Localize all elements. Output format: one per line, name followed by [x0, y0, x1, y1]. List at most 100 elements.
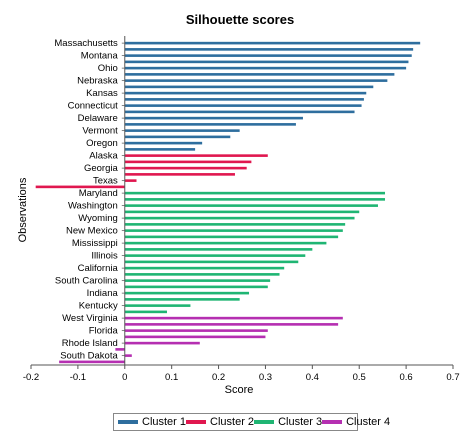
y-tick-label: New Mexico — [66, 226, 118, 237]
y-tick-label: California — [78, 263, 119, 274]
x-tick-label: 0.4 — [306, 372, 319, 383]
bar — [124, 298, 240, 301]
y-tick-label: Ohio — [98, 63, 118, 74]
bar — [124, 98, 364, 101]
bar — [124, 216, 355, 220]
bar — [124, 173, 235, 176]
bar — [124, 323, 339, 326]
x-tick-label: 0.3 — [259, 372, 272, 383]
y-tick-label: Texas — [93, 176, 118, 187]
y-tick-label: Indiana — [87, 288, 119, 299]
bar — [124, 235, 339, 239]
bar — [124, 210, 360, 214]
bar — [124, 79, 388, 82]
y-tick-label: Georgia — [84, 163, 119, 174]
bar — [124, 129, 240, 132]
bar — [124, 291, 250, 295]
y-tick-label: Kentucky — [79, 301, 118, 312]
x-tick-label: 0.6 — [400, 372, 413, 383]
bar — [124, 285, 268, 289]
y-tick-label: Mississippi — [72, 238, 118, 249]
bar — [124, 223, 346, 226]
bar — [124, 141, 203, 145]
bar — [124, 354, 132, 357]
legend-item: Cluster 2 — [186, 416, 254, 428]
bar — [124, 73, 395, 76]
bar — [35, 185, 125, 189]
y-tick-label: Massachusetts — [54, 38, 118, 49]
bar — [124, 248, 313, 251]
bar — [124, 341, 200, 345]
legend-item: Cluster 3 — [254, 416, 322, 428]
bar — [124, 316, 343, 320]
legend-swatch — [322, 420, 343, 424]
y-tick-label: Wyoming — [78, 213, 118, 224]
bar — [124, 154, 268, 157]
x-tick-label: -0.2 — [23, 372, 39, 383]
bar — [59, 360, 125, 364]
bar — [124, 48, 414, 51]
y-axis-title: Observations — [17, 177, 29, 242]
legend-label: Cluster 2 — [210, 416, 255, 428]
y-tick-label: Connecticut — [68, 101, 119, 112]
legend-item: Cluster 1 — [118, 416, 186, 428]
legend-swatch — [186, 420, 207, 424]
bar — [124, 54, 412, 57]
y-tick-label: Maryland — [79, 188, 118, 199]
bar — [124, 116, 303, 120]
x-tick-label: 0 — [122, 372, 127, 383]
bar — [124, 104, 362, 107]
y-tick-label: South Dakota — [60, 351, 118, 362]
bar — [124, 254, 306, 257]
axes-group: -0.2 -0.1 0 0.1 0.2 0.3 0.4 0.5 0.6 0.7 — [23, 36, 460, 383]
bar — [124, 85, 374, 89]
bar — [115, 348, 125, 351]
bar — [124, 41, 421, 45]
bar — [124, 191, 386, 195]
bar — [124, 304, 191, 307]
x-tick-label: 0.7 — [446, 372, 459, 383]
bar — [124, 204, 378, 207]
chart-title: Silhouette scores — [186, 12, 294, 27]
x-axis-title: Score — [225, 384, 254, 396]
y-tick-label: Florida — [89, 326, 119, 337]
bar — [124, 310, 167, 314]
x-tick-label: 0.5 — [353, 372, 366, 383]
y-tick-label: Rhode Island — [62, 338, 118, 349]
bar — [124, 279, 271, 282]
y-tick-label: Nebraska — [77, 76, 118, 87]
legend-label: Cluster 4 — [346, 416, 391, 428]
bar — [124, 110, 355, 114]
y-tick-label: Illinois — [91, 251, 118, 262]
y-tick-label: South Carolina — [55, 276, 119, 287]
bar — [124, 166, 247, 170]
bar — [124, 241, 327, 245]
bar — [124, 335, 266, 339]
bar — [124, 123, 296, 126]
bar — [124, 135, 231, 139]
bar — [124, 198, 386, 201]
y-tick-label: Washington — [68, 201, 118, 212]
y-tick-label: Vermont — [82, 126, 118, 137]
legend-item: Cluster 4 — [322, 416, 390, 428]
bars-group — [35, 41, 421, 364]
bar — [124, 260, 299, 264]
bar — [124, 66, 407, 70]
bar — [124, 179, 137, 182]
y-tick-label: Montana — [81, 51, 119, 62]
bar — [124, 273, 280, 276]
bar — [124, 60, 409, 64]
bar — [124, 148, 196, 151]
bar — [124, 160, 252, 164]
x-tick-label: -0.1 — [70, 372, 86, 383]
y-tick-label: Alaska — [89, 151, 118, 162]
x-tick-label: 0.2 — [212, 372, 225, 383]
legend-label: Cluster 1 — [142, 416, 187, 428]
bar — [124, 329, 268, 332]
bar — [124, 91, 367, 95]
legend-swatch — [118, 420, 138, 424]
x-tick-label: 0.1 — [165, 372, 178, 383]
legend: Cluster 1 Cluster 2 Cluster 3 Cluster 4 — [113, 413, 390, 431]
bar — [124, 229, 343, 232]
